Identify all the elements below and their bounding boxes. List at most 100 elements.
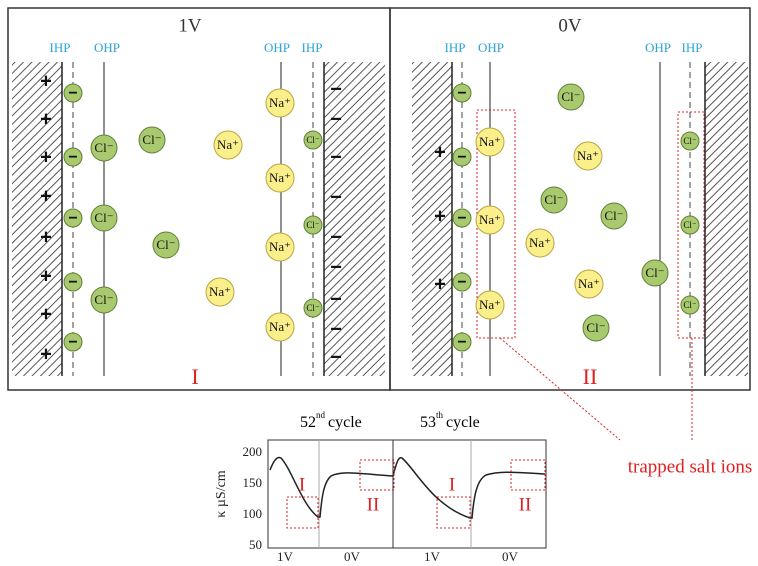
electrode [705,62,748,376]
state-label: I [191,364,198,389]
cycle-number: 52 [300,414,316,431]
ion-label: Na⁺ [217,137,239,152]
electrode-charge: + [40,108,52,130]
ion-label: Cl⁻ [94,210,113,225]
state-label: II [583,364,598,389]
voltage-label: 1V [178,15,202,36]
electrode-charge: − [330,186,342,208]
y-tick-label: 200 [243,444,263,459]
ion-label: Na⁺ [269,319,291,334]
diagram: 1V 0V IHP OHP OHP IHP IHP OHP OHP IHP I … [0,0,758,566]
ion-label: Na⁺ [479,297,501,312]
state-label: II [367,494,380,515]
plane-label: OHP [264,40,290,55]
annotation: trapped salt ions [628,456,753,477]
plane-label: OHP [94,40,120,55]
ion-label: Na⁺ [269,239,291,254]
ion-label: − [68,334,77,351]
electrode-charge: − [330,146,342,168]
ion-label: Cl⁻ [306,220,320,230]
ion-label: Cl⁻ [586,320,605,335]
ion-label: Cl⁻ [683,220,697,230]
ion-label: Cl⁻ [604,208,623,223]
ion-label: Cl⁻ [94,292,113,307]
inset-chart: I II I II 200 150 100 50 κ µS/cm 1V 0V 1… [214,410,546,564]
cycle-word: cycle [328,414,362,431]
cycle-word: cycle [446,414,480,431]
ion-label: − [68,85,77,102]
ion-label: Cl⁻ [306,303,320,313]
pointer-line [500,338,620,440]
x-label: 1V [424,549,441,564]
ion-label: Cl⁻ [645,265,664,280]
electrode-charge: − [330,78,342,100]
electrode-charge: + [40,185,52,207]
ion-label: − [68,149,77,166]
ion-label: − [457,334,466,351]
plane-label: OHP [645,40,671,55]
electrode-charge: − [330,288,342,310]
cycle-suffix: th [436,410,444,420]
ion-label: − [457,149,466,166]
ion-label: Na⁺ [578,276,600,291]
electrode-charge: − [330,226,342,248]
ion-label: Cl⁻ [544,192,563,207]
plot-frame [268,440,546,548]
ion-label: Na⁺ [529,235,551,250]
cycle-suffix: nd [316,410,326,420]
y-tick-label: 50 [249,537,262,552]
y-tick-label: 100 [243,506,263,521]
electrode-charge: + [40,343,52,365]
ion-label: Cl⁻ [683,136,697,146]
electrode-charge: − [330,256,342,278]
electrode [412,62,452,376]
ion-label: − [457,274,466,291]
plane-label: IHP [50,40,71,55]
plane-label: IHP [682,40,703,55]
electrode-charge: + [434,273,446,295]
ion-label: Na⁺ [577,148,599,163]
electrode-charge: + [40,265,52,287]
y-axis-label: κ µS/cm [214,470,229,518]
conductivity-curve [270,458,545,519]
ion-label: Cl⁻ [683,300,697,310]
electrode-charge: − [330,108,342,130]
ion-label: − [457,85,466,102]
ion-label: − [68,274,77,291]
plane-label: IHP [445,40,466,55]
voltage-label: 0V [558,15,582,36]
electrode-charge: + [40,70,52,92]
state-label: I [449,474,455,495]
electrode-charge: + [40,303,52,325]
electrode-charge: − [330,318,342,340]
ion-label: Na⁺ [479,212,501,227]
plane-label: OHP [478,40,504,55]
state-label: I [299,474,305,495]
y-tick-label: 150 [243,475,263,490]
ion-label: Na⁺ [479,134,501,149]
ion-label: Cl⁻ [156,237,175,252]
ion-label: − [457,210,466,227]
electrode-charge: + [40,226,52,248]
x-label: 1V [277,549,294,564]
ion-label: − [68,210,77,227]
x-label: 0V [344,549,361,564]
ion-label: Na⁺ [269,95,291,110]
electrode-charge: + [40,146,52,168]
ion-label: Cl⁻ [94,140,113,155]
ion-label: Cl⁻ [306,135,320,145]
ion-label: Cl⁻ [142,132,161,147]
ion-label: Na⁺ [269,170,291,185]
cycle-number: 53 [420,414,436,431]
ion-label: Na⁺ [209,284,231,299]
state-label: II [519,494,532,515]
electrode [12,62,62,376]
electrode-charge: + [434,141,446,163]
x-label: 0V [502,549,519,564]
electrode-charge: − [330,346,342,368]
electrode-charge: + [434,205,446,227]
highlight-box [511,460,545,490]
ion-label: Cl⁻ [561,89,580,104]
